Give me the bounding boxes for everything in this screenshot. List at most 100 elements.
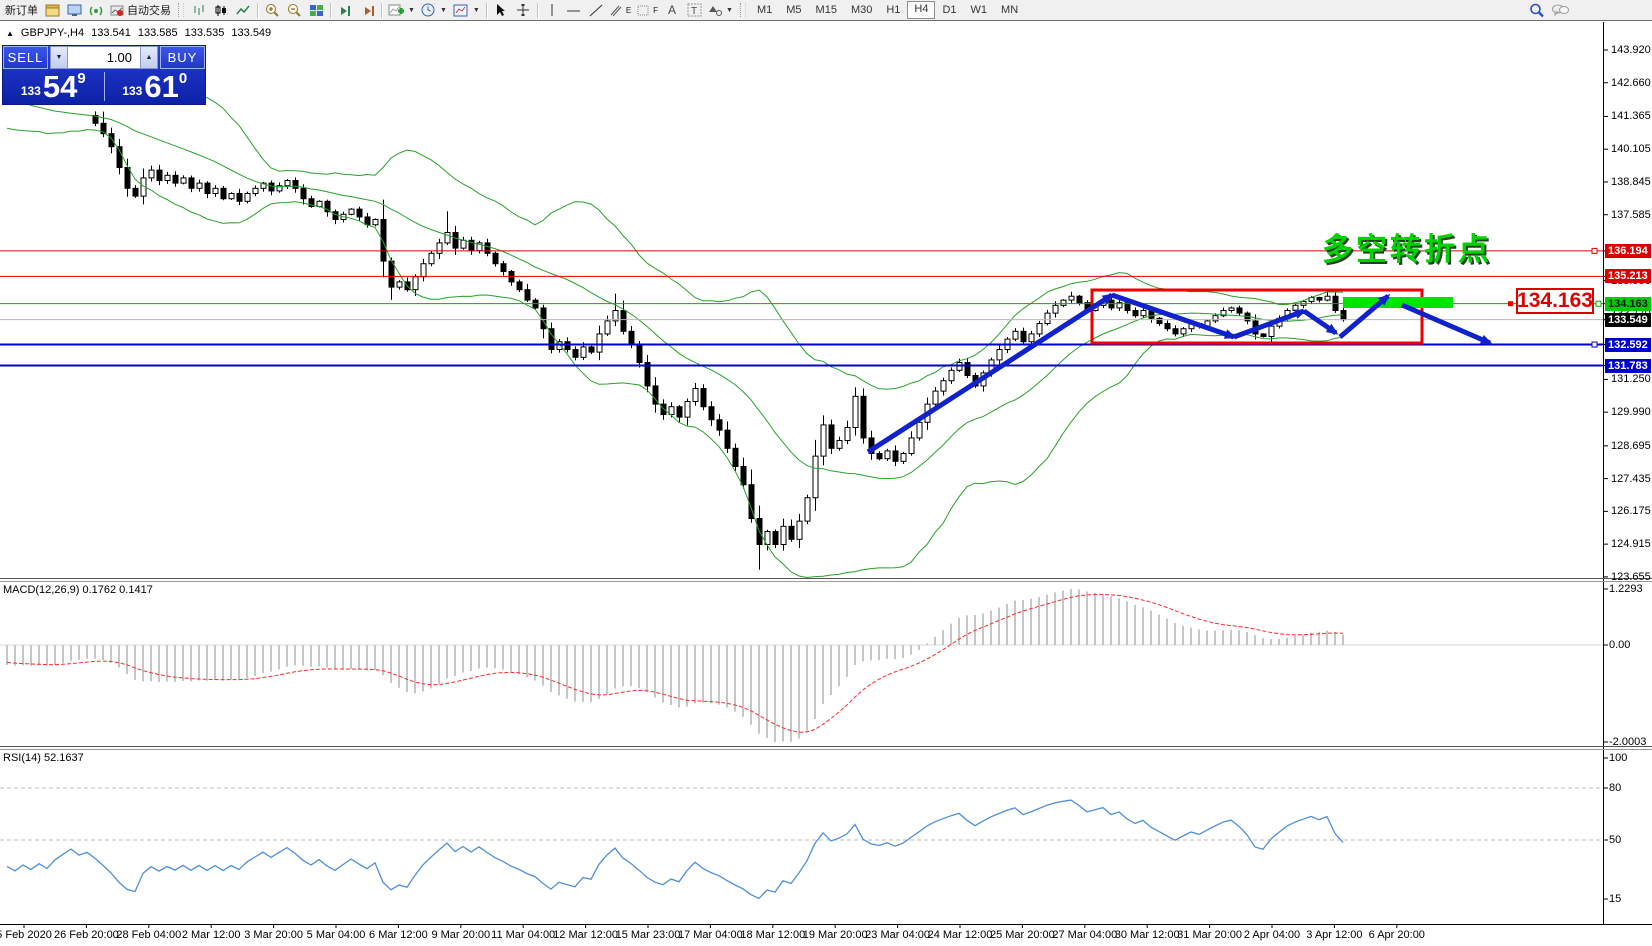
trend-arrow[interactable] xyxy=(1302,308,1339,336)
chart-window-icon[interactable] xyxy=(41,1,63,19)
sell-button-label: SELL xyxy=(7,50,44,65)
time-tick-label: 27 Mar 04:00 xyxy=(1052,929,1118,941)
buy-button[interactable]: BUY xyxy=(160,46,205,69)
horizontal-line-tool[interactable] xyxy=(563,1,585,19)
price-tick-label: 140.105 xyxy=(1611,143,1651,156)
turning-point-annotation[interactable]: 多空转折点 xyxy=(1322,232,1492,267)
timeframe-button-m5[interactable]: M5 xyxy=(786,4,802,16)
volume-decrease-button[interactable]: ▼ xyxy=(50,46,68,69)
templates-button[interactable]: ▼ xyxy=(450,1,483,19)
candle xyxy=(692,388,699,403)
shapes-tool[interactable]: ▼ xyxy=(705,1,736,19)
crosshair-tool-button[interactable] xyxy=(512,1,534,19)
price-badge: 134.163 xyxy=(1605,296,1651,311)
candle xyxy=(948,369,955,382)
toolbar-grip[interactable] xyxy=(739,3,746,17)
market-watch-icon[interactable] xyxy=(63,1,85,19)
resistance-highlight-bar[interactable] xyxy=(1343,297,1453,308)
timeframe-button-h4[interactable]: H4 xyxy=(907,1,936,19)
rsi-axis-label: 100 xyxy=(1609,752,1628,764)
search-icon[interactable] xyxy=(1526,1,1548,19)
candle xyxy=(348,208,355,215)
trend-arrow[interactable] xyxy=(1233,308,1307,340)
price-callout-label[interactable]: 134.163 xyxy=(1516,288,1594,314)
timeframe-button-mn[interactable]: MN xyxy=(1001,4,1019,16)
candlestick-chart-button[interactable] xyxy=(210,1,232,19)
candle xyxy=(852,395,859,429)
candle xyxy=(1268,325,1275,338)
chart-shift-button[interactable] xyxy=(356,1,378,19)
rsi-axis-label: 80 xyxy=(1609,782,1622,794)
time-tick-label: 19 Mar 20:00 xyxy=(802,929,868,941)
candle xyxy=(620,310,627,332)
toolbar-separator xyxy=(536,2,538,18)
price-tick-label: 137.585 xyxy=(1611,208,1651,221)
consolidation-rectangle[interactable] xyxy=(1090,288,1424,345)
trend-arrow[interactable] xyxy=(1401,302,1493,346)
grid-tool-label: F xyxy=(653,5,659,15)
line-chart-button[interactable] xyxy=(232,1,254,19)
shapes-dropdown-caret[interactable]: ▼ xyxy=(726,6,733,14)
toolbar-grip[interactable] xyxy=(178,3,184,17)
zoom-in-button[interactable] xyxy=(261,1,283,19)
signal-icon[interactable] xyxy=(85,1,107,19)
chat-icon[interactable] xyxy=(1548,1,1572,19)
templates-dropdown-caret[interactable]: ▼ xyxy=(472,6,480,14)
candle xyxy=(524,289,531,301)
trend-arrow[interactable] xyxy=(866,292,1115,455)
main-toolbar: 新订单 自动交易 xyxy=(0,0,1652,21)
grid-tool[interactable]: F xyxy=(634,1,661,19)
candle xyxy=(772,531,779,546)
zoom-out-button[interactable] xyxy=(283,1,305,19)
bar-chart-button[interactable] xyxy=(188,1,210,19)
toolbar-separator xyxy=(381,2,382,18)
auto-scroll-button[interactable] xyxy=(334,1,356,19)
timeframe-button-m1[interactable]: M1 xyxy=(756,4,773,16)
volume-increase-button[interactable]: ▲ xyxy=(140,46,158,69)
periods-button[interactable]: ▼ xyxy=(418,1,450,19)
ask-price[interactable]: 133 61 0 xyxy=(105,69,206,104)
candle xyxy=(996,349,1003,361)
timeframe-button-m15[interactable]: M15 xyxy=(815,4,837,16)
candle xyxy=(276,185,283,192)
indicators-dropdown-caret[interactable]: ▼ xyxy=(408,6,415,14)
trend-arrow[interactable] xyxy=(1338,294,1391,339)
volume-input[interactable]: 1.00 xyxy=(68,46,140,69)
new-order-button[interactable]: 新订单 xyxy=(2,1,41,19)
candle xyxy=(300,187,307,200)
bid-price[interactable]: 133 54 9 xyxy=(3,69,104,104)
time-tick-label: 23 Mar 04:00 xyxy=(865,929,930,941)
autotrading-button[interactable]: 自动交易 xyxy=(107,1,174,19)
periods-dropdown-caret[interactable]: ▼ xyxy=(439,6,447,14)
timeframe-button-w1[interactable]: W1 xyxy=(970,4,988,16)
trendline-tool[interactable] xyxy=(585,1,607,19)
text-label-tool[interactable]: T xyxy=(683,1,705,19)
candle xyxy=(564,341,571,351)
cursor-tool-button[interactable] xyxy=(490,1,512,19)
candle xyxy=(1132,310,1139,317)
toolbar-separator xyxy=(330,2,331,18)
text-tool[interactable]: A xyxy=(661,1,683,19)
quote-bar: ▲ GBPJPY-,H4 133.541 133.585 133.535 133… xyxy=(6,27,271,39)
candle xyxy=(1076,295,1083,304)
time-tick-label: 31 Mar 20:00 xyxy=(1177,929,1242,941)
timeframe-button-m30[interactable]: M30 xyxy=(850,4,873,16)
indicators-button[interactable]: ▼ xyxy=(385,1,418,19)
sell-button[interactable]: SELL xyxy=(3,46,48,69)
vertical-line-tool[interactable] xyxy=(541,1,563,19)
timeframe-button-d1[interactable]: D1 xyxy=(942,4,957,16)
candle xyxy=(652,385,659,405)
candle xyxy=(1036,323,1043,335)
candle xyxy=(788,525,795,540)
timeframe-button-h1[interactable]: H1 xyxy=(886,4,901,16)
candle xyxy=(580,346,587,358)
fibonacci-tool[interactable]: E xyxy=(607,1,634,19)
tile-windows-button[interactable] xyxy=(305,1,327,19)
price-tick-label: 128.695 xyxy=(1611,439,1651,452)
price-tick-label: 126.175 xyxy=(1611,505,1651,518)
candle xyxy=(1068,295,1075,301)
time-tick-label: 6 Apr 20:00 xyxy=(1368,929,1425,941)
trend-arrow[interactable] xyxy=(1111,292,1237,340)
